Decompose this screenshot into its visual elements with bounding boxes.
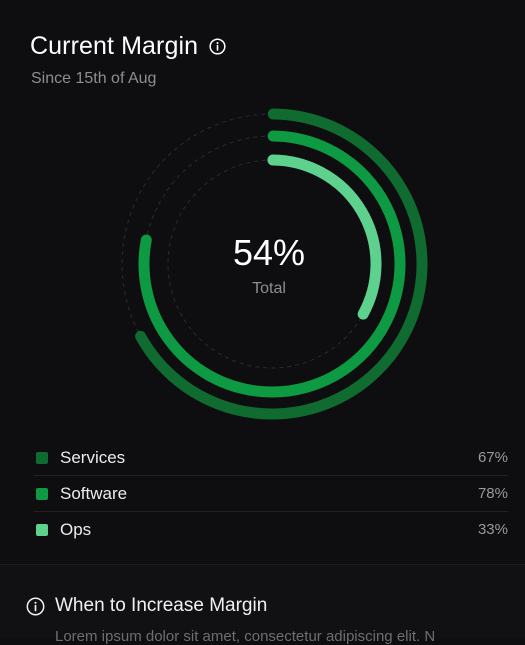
legend-label: Software	[60, 484, 478, 504]
legend-label: Services	[60, 448, 478, 468]
legend-value: 67%	[478, 449, 508, 466]
legend-value: 33%	[478, 521, 508, 538]
legend-swatch	[36, 488, 48, 500]
legend-item-services[interactable]: Services 67%	[34, 440, 508, 476]
tip-header[interactable]: When to Increase Margin	[26, 595, 267, 617]
total-label: Total	[0, 280, 525, 298]
info-icon[interactable]	[209, 38, 226, 55]
tip-body: Lorem ipsum dolor sit amet, consectetur …	[55, 628, 435, 645]
card-subtitle: Since 15th of Aug	[31, 70, 156, 88]
legend-value: 78%	[478, 485, 508, 502]
info-icon	[26, 597, 45, 616]
legend-label: Ops	[60, 520, 478, 540]
card-header: Current Margin	[30, 32, 226, 61]
legend-swatch	[36, 452, 48, 464]
legend-item-ops[interactable]: Ops 33%	[34, 512, 508, 547]
legend: Services 67% Software 78% Ops 33%	[34, 440, 508, 547]
card-title: Current Margin	[30, 32, 198, 61]
legend-swatch	[36, 524, 48, 536]
total-value: 54%	[0, 232, 525, 274]
tip-title: When to Increase Margin	[55, 595, 267, 617]
legend-item-software[interactable]: Software 78%	[34, 476, 508, 512]
